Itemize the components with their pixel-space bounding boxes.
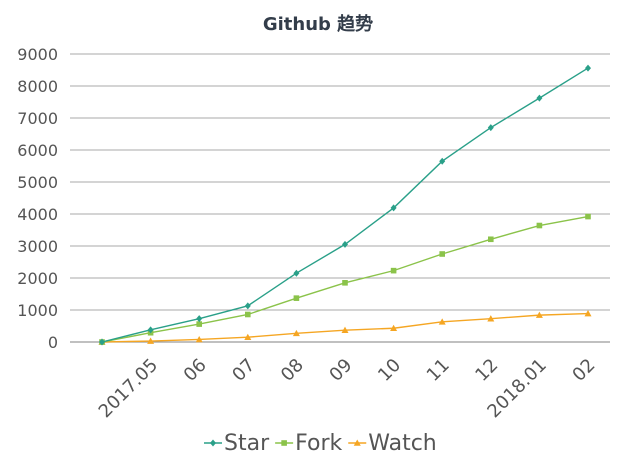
legend-label-watch: Watch bbox=[368, 431, 437, 456]
y-tick-label: 5000 bbox=[17, 173, 58, 192]
data-point-watch bbox=[341, 326, 349, 333]
data-point-watch bbox=[487, 315, 495, 322]
legend: Star Fork Watch bbox=[204, 431, 437, 456]
data-point-star bbox=[196, 315, 203, 323]
legend-label-fork: Fork bbox=[295, 431, 342, 456]
data-point-fork bbox=[488, 236, 494, 243]
data-point-star bbox=[585, 64, 591, 72]
legend-marker-fork bbox=[281, 440, 287, 446]
series-watch bbox=[98, 310, 592, 345]
x-tick-label: 08 bbox=[277, 355, 308, 386]
series-line-fork bbox=[101, 215, 589, 343]
gridlines bbox=[70, 53, 610, 343]
legend-marker-star bbox=[210, 439, 216, 447]
y-tick-label: 2000 bbox=[17, 269, 58, 288]
data-point-watch bbox=[244, 333, 252, 340]
data-point-star bbox=[293, 269, 300, 277]
legend-item-watch: Watch bbox=[348, 431, 437, 456]
data-point-watch bbox=[535, 311, 543, 318]
data-point-fork bbox=[536, 222, 543, 229]
data-point-fork bbox=[245, 311, 251, 318]
data-point-star bbox=[487, 124, 494, 132]
x-tick-label: 2017.05 bbox=[95, 355, 162, 422]
x-tick-label: 12 bbox=[471, 355, 502, 386]
x-tick-label: 09 bbox=[325, 355, 356, 386]
y-tick-label: 1000 bbox=[17, 301, 58, 320]
data-point-fork bbox=[439, 251, 445, 257]
legend-item-star: Star bbox=[204, 431, 270, 456]
y-axis: 0 1000 2000 3000 4000 5000 6000 7000 8000 9000 bbox=[17, 45, 58, 352]
data-point-star bbox=[342, 240, 348, 248]
legend-marker-watch bbox=[353, 439, 361, 446]
data-point-watch bbox=[390, 324, 398, 332]
data-point-watch bbox=[438, 318, 446, 325]
data-point-fork bbox=[293, 295, 300, 301]
data-point-fork bbox=[196, 321, 202, 327]
data-point-star bbox=[99, 338, 105, 346]
legend-label-star: Star bbox=[224, 431, 270, 456]
x-tick-label: 10 bbox=[374, 355, 405, 386]
data-point-star bbox=[390, 204, 397, 212]
data-point-star bbox=[244, 302, 251, 310]
x-tick-label: 07 bbox=[228, 355, 259, 386]
y-tick-label: 4000 bbox=[17, 205, 58, 224]
x-tick-label: 11 bbox=[423, 355, 454, 386]
x-tick-label: 06 bbox=[180, 355, 211, 386]
data-point-fork bbox=[342, 280, 348, 286]
x-tick-label: 02 bbox=[568, 355, 599, 386]
data-point-watch bbox=[195, 335, 203, 343]
data-point-star bbox=[536, 94, 543, 102]
y-tick-label: 3000 bbox=[17, 237, 58, 256]
y-tick-label: 0 bbox=[48, 333, 58, 352]
data-point-star bbox=[439, 157, 446, 165]
y-tick-label: 7000 bbox=[17, 109, 58, 128]
series-lines bbox=[98, 64, 592, 346]
data-point-watch bbox=[147, 337, 155, 344]
y-tick-label: 8000 bbox=[17, 77, 58, 96]
series-line-star bbox=[101, 67, 589, 343]
data-point-watch bbox=[292, 329, 300, 337]
series-star bbox=[99, 64, 591, 346]
y-tick-label: 6000 bbox=[17, 141, 58, 160]
data-point-fork bbox=[585, 213, 591, 220]
data-point-star bbox=[147, 326, 154, 334]
y-tick-label: 9000 bbox=[17, 45, 58, 64]
legend-item-fork: Fork bbox=[275, 431, 343, 456]
data-point-fork bbox=[390, 267, 397, 274]
data-point-watch bbox=[584, 310, 592, 317]
chart-title: Github 趋势 bbox=[263, 13, 373, 35]
